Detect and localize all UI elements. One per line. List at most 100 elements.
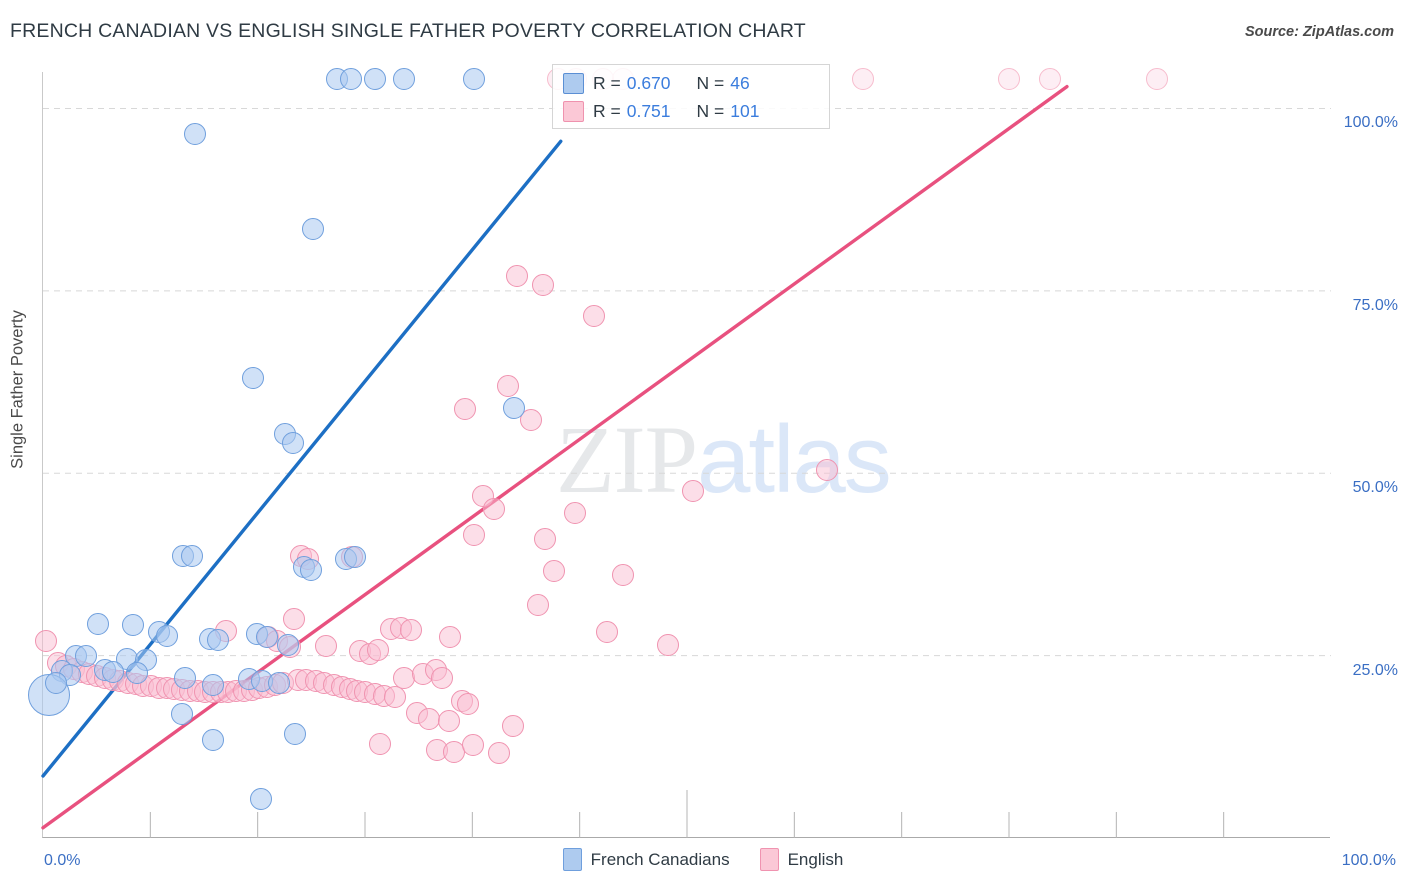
data-point-english[interactable] [315,635,338,658]
data-point-french-canadians[interactable] [101,660,124,683]
data-point-french-canadians[interactable] [249,787,272,810]
n-label-english: N = [696,100,725,121]
data-point-french-canadians[interactable] [171,702,194,725]
data-point-english[interactable] [383,686,406,709]
correlation-row-english: R = 0.751 N = 101 [563,97,819,125]
plot-area [28,68,1331,838]
series-legend: French Canadians English [0,848,1406,871]
source-label: Source: ZipAtlas.com [1244,24,1394,40]
data-point-french-canadians[interactable] [503,396,526,419]
data-point-english[interactable] [611,564,634,587]
plot-canvas [41,84,1331,838]
data-point-french-canadians[interactable] [302,217,325,240]
correlation-row-french-canadians: R = 0.670 N = 46 [563,69,819,97]
data-point-english[interactable] [583,305,606,328]
data-point-english[interactable] [496,374,519,397]
legend-swatch-english-icon [759,848,779,871]
data-point-french-canadians[interactable] [392,68,415,91]
data-point-french-canadians[interactable] [122,613,145,636]
data-point-french-canadians[interactable] [284,723,307,746]
trendlines [41,84,1069,830]
data-point-french-canadians[interactable] [181,545,204,568]
r-value-french-canadians: 0.670 [626,72,671,93]
data-point-english[interactable] [520,408,543,431]
trendline-english [41,84,1069,830]
data-point-french-canadians[interactable] [207,628,230,651]
data-point-french-canadians[interactable] [155,624,178,647]
r-label-french-canadians: R = [593,72,621,93]
data-point-french-canadians[interactable] [87,613,110,636]
data-point-english[interactable] [400,619,423,642]
data-point-french-canadians[interactable] [343,546,366,569]
data-point-french-canadians[interactable] [44,671,67,694]
data-point-french-canadians[interactable] [276,634,299,657]
data-point-french-canadians[interactable] [281,431,304,454]
swatch-english-icon [563,100,584,122]
data-point-english[interactable] [437,710,460,733]
page-title: FRENCH CANADIAN VS ENGLISH SINGLE FATHER… [10,20,806,42]
legend-item-french-canadians[interactable]: French Canadians [562,848,730,871]
legend-label-french-canadians: French Canadians [590,849,730,869]
y-axis-tick-label: 50.0% [1352,479,1398,497]
data-point-english[interactable] [463,523,486,546]
data-point-french-canadians[interactable] [299,558,322,581]
data-point-french-canadians[interactable] [267,671,290,694]
n-value-english: 101 [730,100,760,121]
data-point-english[interactable] [596,621,619,644]
data-point-french-canadians[interactable] [173,666,196,689]
data-point-english[interactable] [526,593,549,616]
y-axis-tick-label: 100.0% [1343,114,1398,132]
data-point-french-canadians[interactable] [202,728,225,751]
gridlines [43,107,1331,657]
n-label-french-canadians: N = [696,72,725,93]
legend-item-english[interactable]: English [759,848,844,871]
data-point-english[interactable] [502,714,525,737]
data-point-english[interactable] [1146,68,1169,91]
y-axis-tick-label: 25.0% [1352,661,1398,679]
swatch-french-canadians-icon [563,72,584,94]
data-point-english[interactable] [487,742,510,765]
data-point-english[interactable] [1039,68,1062,91]
data-point-french-canadians[interactable] [339,68,362,91]
data-point-english[interactable] [682,480,705,503]
data-point-english[interactable] [366,638,389,661]
data-point-english[interactable] [816,459,839,482]
data-point-english[interactable] [543,559,566,582]
data-point-french-canadians[interactable] [74,645,97,668]
data-point-english[interactable] [563,502,586,525]
data-point-french-canadians[interactable] [202,673,225,696]
data-point-english[interactable] [462,733,485,756]
r-label-english: R = [593,100,621,121]
data-point-english[interactable] [34,630,57,653]
data-point-french-canadians[interactable] [364,68,387,91]
data-point-french-canadians[interactable] [256,626,279,649]
data-point-english[interactable] [283,608,306,631]
x-axis-min-label: 0.0% [44,852,81,869]
data-point-english[interactable] [505,265,528,288]
data-point-english[interactable] [852,68,875,91]
data-point-french-canadians[interactable] [463,68,486,91]
data-point-english[interactable] [369,732,392,755]
correlation-legend: R = 0.670 N = 46 R = 0.751 N = 101 [552,64,830,129]
x-axis-max-label: 100.0% [1341,852,1396,869]
y-axis-tick-label: 75.0% [1352,296,1398,314]
data-point-french-canadians[interactable] [241,367,264,390]
data-point-english[interactable] [531,274,554,297]
r-value-english: 0.751 [626,100,671,121]
legend-swatch-french-canadians-icon [562,848,582,871]
data-point-english[interactable] [534,527,557,550]
data-point-french-canadians[interactable] [126,662,149,685]
data-point-english[interactable] [998,68,1020,91]
x-axis-ticks [149,790,1225,838]
data-point-english[interactable] [431,666,454,689]
data-point-english[interactable] [457,692,480,715]
n-value-french-canadians: 46 [730,72,750,93]
legend-label-english: English [787,849,844,869]
data-point-english[interactable] [656,633,679,656]
data-point-english[interactable] [482,497,505,520]
data-point-french-canadians[interactable] [183,123,206,145]
data-point-english[interactable] [454,398,477,421]
y-axis-title: Single Father Poverty [8,310,27,469]
data-point-english[interactable] [439,626,461,649]
